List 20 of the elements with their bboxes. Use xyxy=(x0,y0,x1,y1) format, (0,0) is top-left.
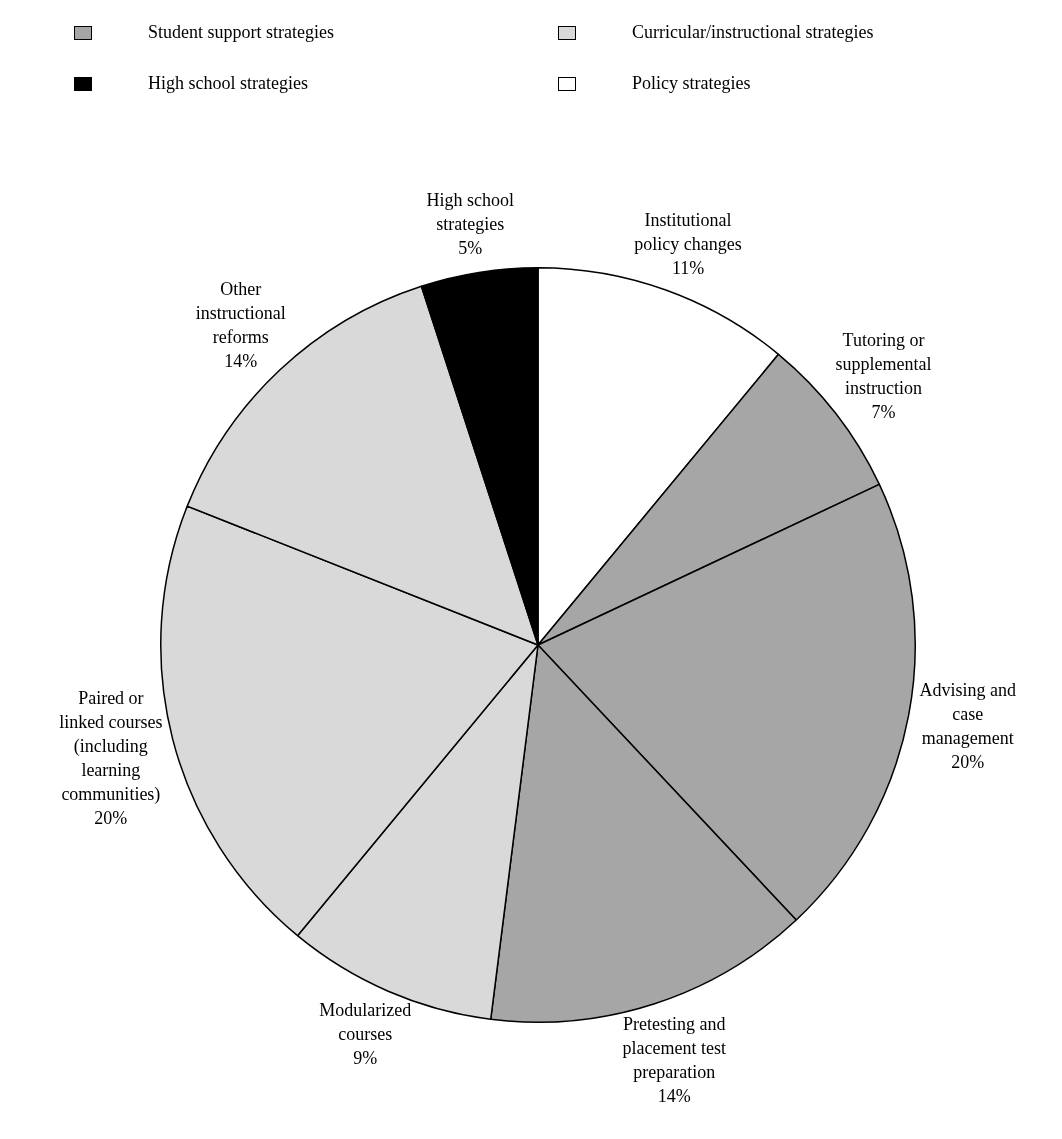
slice-label: Paired or linked courses (including learning communities) xyxy=(59,688,163,806)
data-label: 9% xyxy=(353,1048,378,1069)
text: Policy strategies xyxy=(632,73,751,94)
slice-label: Pretesting and placement test preparation xyxy=(622,1013,726,1082)
slice-label: Modularized courses xyxy=(319,1000,412,1045)
text: Student support strategies xyxy=(148,22,334,43)
data-label: 11% xyxy=(671,257,705,278)
slice-label: High school strategies xyxy=(426,189,515,234)
data-label: 5% xyxy=(458,237,483,258)
data-label: 7% xyxy=(871,401,896,422)
data-label: 14% xyxy=(657,1085,691,1106)
data-label: 20% xyxy=(94,808,128,829)
slice-label: Institutional policy changes xyxy=(634,209,742,254)
text: Curricular/instructional strategies xyxy=(632,22,874,43)
slice-label: Tutoring or supplemental instruction xyxy=(835,329,932,398)
data-label: 20% xyxy=(951,751,985,772)
slice-label: Other instructional reforms xyxy=(195,278,286,347)
text: High school strategies xyxy=(148,73,308,94)
data-label: 14% xyxy=(224,350,258,371)
slice-label: Advising and case management xyxy=(919,679,1016,748)
